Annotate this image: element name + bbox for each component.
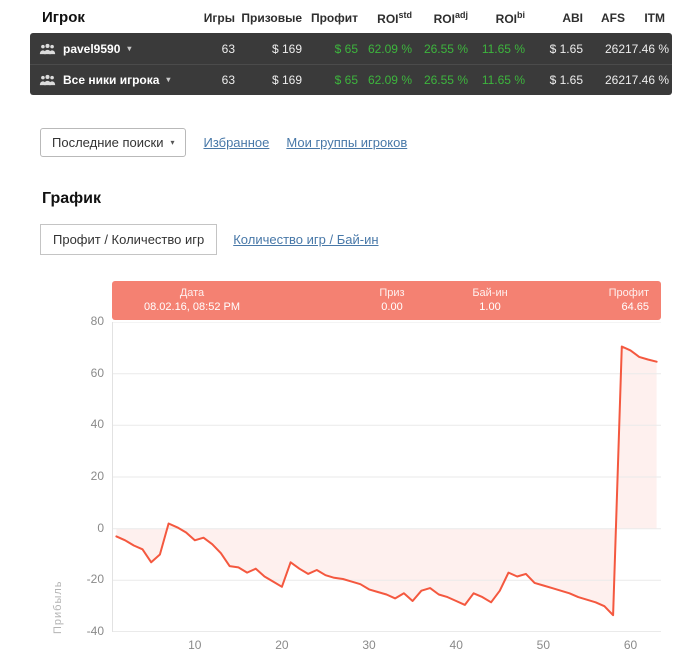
x-tick-label: 10 bbox=[188, 638, 202, 652]
x-tick-label: 30 bbox=[362, 638, 376, 652]
all-nicknames-dropdown[interactable]: Все ники игрока ▾ bbox=[30, 73, 175, 87]
player-row-all-nicknames[interactable]: Все ники игрока ▾ 63 $ 169 $ 65 62.09 % … bbox=[30, 64, 672, 95]
stat-games: 63 bbox=[221, 73, 235, 87]
chevron-down-icon: ▾ bbox=[127, 43, 132, 53]
stat-profit: $ 65 bbox=[334, 41, 358, 56]
profit-line-chart[interactable] bbox=[112, 322, 661, 632]
col-afs: AFS bbox=[601, 10, 625, 25]
stat-abi: $ 1.65 bbox=[549, 73, 583, 87]
recent-searches-label: Последние поиски bbox=[52, 135, 164, 150]
tooltip-profit: Профит 64.65 bbox=[608, 287, 649, 313]
col-itm: ITM bbox=[644, 10, 665, 25]
y-tick-label: -40 bbox=[86, 624, 104, 638]
y-tick-label: 40 bbox=[90, 417, 104, 432]
col-roi-adj: ROIadj bbox=[433, 9, 468, 26]
chevron-down-icon: ▾ bbox=[170, 137, 175, 147]
tooltip-buyin: Бай-ин 1.00 bbox=[472, 287, 508, 313]
player-name: Все ники игрока bbox=[63, 73, 160, 87]
my-player-groups-link[interactable]: Мои группы игроков bbox=[286, 135, 408, 150]
player-stats-panel: pavel9590 ▾ 63 $ 169 $ 65 62.09 % 26.55 … bbox=[30, 33, 672, 95]
chart-tabs: Профит / Количество игр Количество игр /… bbox=[40, 224, 379, 255]
stat-prizes: $ 169 bbox=[271, 41, 302, 56]
stat-abi: $ 1.65 bbox=[549, 41, 583, 56]
y-tick-label: 20 bbox=[90, 469, 104, 483]
page-title: Игрок bbox=[42, 9, 85, 26]
stats-header-row: Игрок Игры Призовые Профит ROIstd ROIadj… bbox=[30, 5, 672, 30]
stat-roi-adj: 26.55 % bbox=[423, 41, 468, 56]
tab-profit-vs-games[interactable]: Профит / Количество игр bbox=[40, 224, 218, 255]
stat-itm: 17.46 % bbox=[625, 73, 670, 87]
stat-afs: 262 bbox=[604, 41, 625, 56]
tab-games-vs-buyin[interactable]: Количество игр / Бай-ин bbox=[233, 232, 379, 247]
col-abi: ABI bbox=[562, 10, 583, 25]
profit-chart[interactable]: Дата 08.02.16, 08:52 PM Приз 0.00 Бай-ин… bbox=[52, 281, 661, 659]
col-profit: Профит bbox=[310, 10, 358, 25]
toolbar: Последние поиски ▾ Избранное Мои группы … bbox=[40, 128, 407, 157]
col-prizes: Призовые bbox=[241, 10, 302, 25]
x-tick-label: 20 bbox=[275, 638, 289, 652]
stat-prizes: $ 169 bbox=[271, 73, 302, 87]
y-tick-label: 60 bbox=[90, 365, 104, 380]
tooltip-date: Дата 08.02.16, 08:52 PM bbox=[143, 287, 240, 313]
x-tick-label: 40 bbox=[449, 638, 463, 652]
stat-roi-adj: 26.55 % bbox=[423, 73, 468, 87]
stat-roi-bi: 11.65 % bbox=[481, 73, 525, 87]
y-axis-title: Прибыль bbox=[52, 580, 64, 634]
y-tick-label: 0 bbox=[97, 520, 104, 535]
recent-searches-button[interactable]: Последние поиски ▾ bbox=[40, 128, 187, 157]
profit-area bbox=[116, 346, 657, 616]
chart-tooltip: Дата 08.02.16, 08:52 PM Приз 0.00 Бай-ин… bbox=[112, 281, 661, 320]
tooltip-prize: Приз 0.00 bbox=[379, 287, 405, 313]
favorites-link[interactable]: Избранное bbox=[203, 135, 270, 150]
y-tick-label: 80 bbox=[90, 314, 104, 328]
stat-roi-std: 62.09 % bbox=[367, 73, 412, 87]
players-group-icon bbox=[39, 74, 56, 86]
x-tick-label: 50 bbox=[536, 638, 551, 652]
stat-itm: 17.46 % bbox=[625, 41, 670, 56]
stat-afs: 262 bbox=[604, 73, 625, 87]
chart-section-title: График bbox=[42, 190, 101, 207]
chevron-down-icon: ▾ bbox=[166, 75, 171, 84]
y-tick-label: -20 bbox=[86, 572, 104, 587]
col-roi-std: ROIstd bbox=[377, 9, 412, 26]
col-roi-bi: ROIbi bbox=[495, 9, 525, 26]
col-games: Игры bbox=[203, 10, 235, 25]
stat-profit: $ 65 bbox=[334, 73, 358, 87]
players-group-icon bbox=[39, 43, 56, 55]
stat-roi-bi: 11.65 % bbox=[481, 41, 525, 56]
player-name: pavel9590 bbox=[63, 41, 121, 56]
player-nickname-dropdown[interactable]: pavel9590 ▾ bbox=[30, 42, 175, 56]
profit-line bbox=[115, 345, 658, 617]
player-row-nickname[interactable]: pavel9590 ▾ 63 $ 169 $ 65 62.09 % 26.55 … bbox=[30, 33, 672, 64]
stat-games: 63 bbox=[221, 41, 235, 56]
x-tick-label: 60 bbox=[623, 638, 638, 652]
stat-roi-std: 62.09 % bbox=[367, 41, 412, 56]
